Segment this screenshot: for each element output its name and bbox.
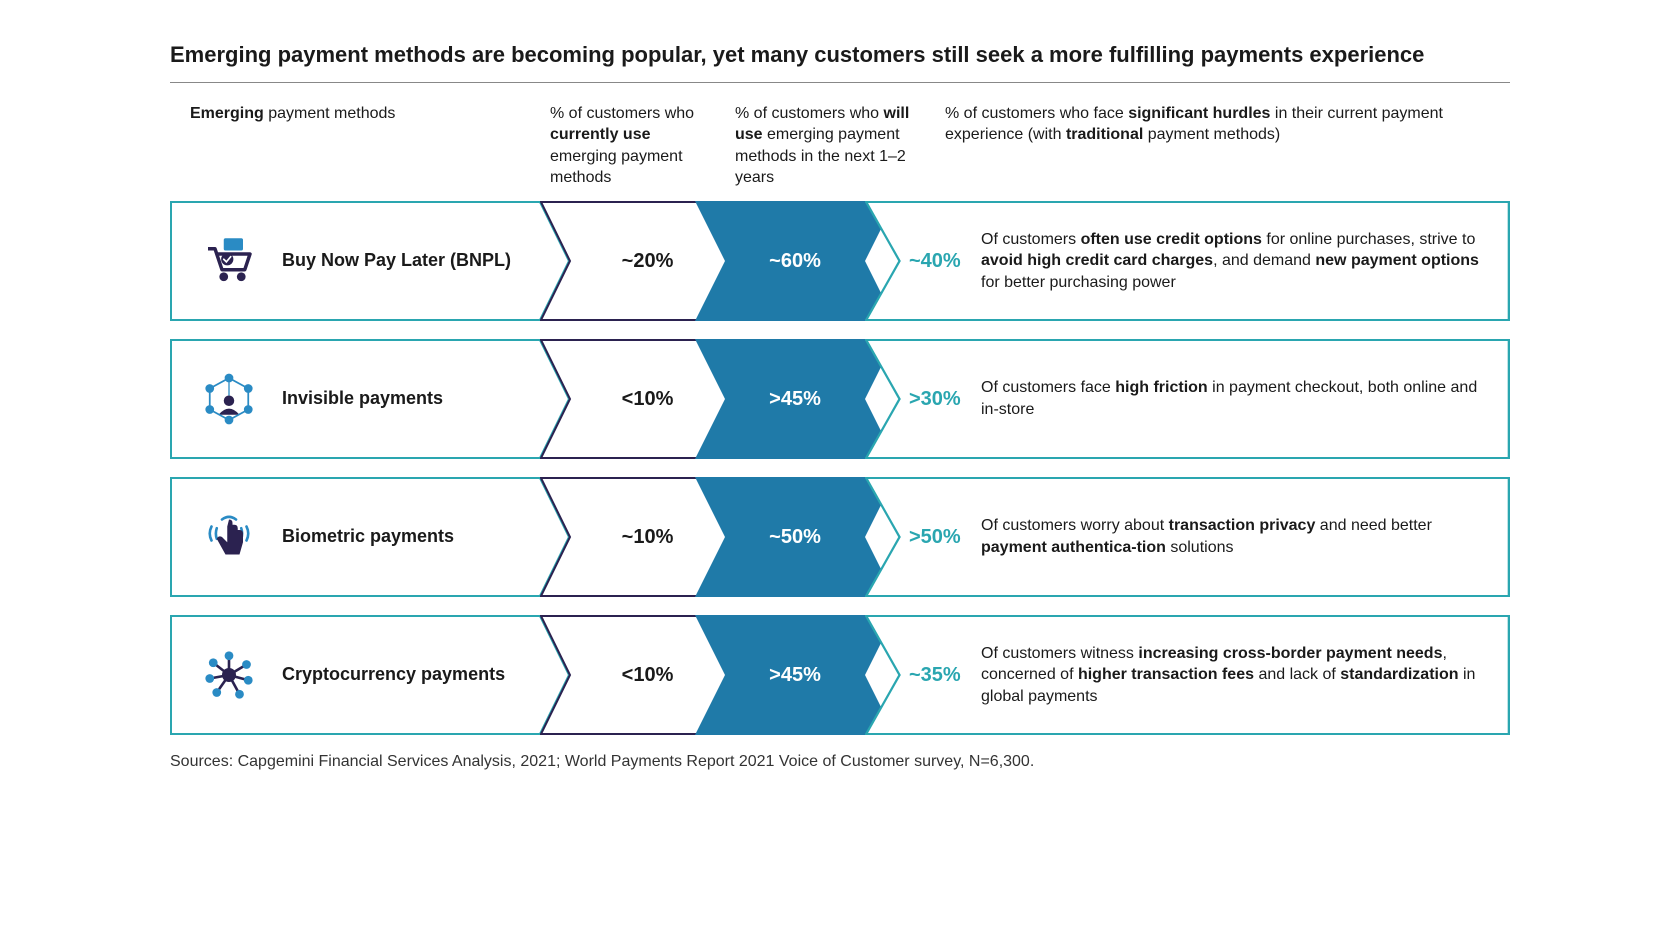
header-methods-bold: Emerging <box>190 105 264 122</box>
header-hurdles-bold1: significant hurdles <box>1128 105 1270 122</box>
hurdle-description: Of customers worry about transaction pri… <box>981 515 1488 558</box>
table-row: Biometric payments ~10% ~50% >50% Of cus… <box>170 477 1510 597</box>
cart-icon <box>194 231 264 291</box>
rows-container: Buy Now Pay Later (BNPL) ~20% ~60% ~40% … <box>170 201 1510 735</box>
hurdle-percent: ~40% <box>909 250 981 273</box>
hub-icon <box>194 645 264 705</box>
method-label: Invisible payments <box>282 387 443 410</box>
header-methods: Emerging payment methods <box>170 103 540 189</box>
header-current: % of customers who currently use emergin… <box>540 103 725 189</box>
method-cell: Biometric payments <box>170 477 570 597</box>
table-row: Invisible payments <10% >45% >30% Of cus… <box>170 339 1510 459</box>
hurdle-cell: ~35% Of customers witness increasing cro… <box>865 615 1510 735</box>
header-future: % of customers who will use emerging pay… <box>725 103 925 189</box>
header-current-pre: % of customers who <box>550 105 694 122</box>
method-cell: Invisible payments <box>170 339 570 459</box>
column-headers: Emerging payment methods % of customers … <box>170 103 1510 189</box>
table-row: Cryptocurrency payments <10% >45% ~35% O… <box>170 615 1510 735</box>
sources-text: Sources: Capgemini Financial Services An… <box>170 753 1510 771</box>
header-current-post: emerging payment methods <box>550 148 683 187</box>
header-methods-rest: payment methods <box>264 105 396 122</box>
page-title: Emerging payment methods are becoming po… <box>170 40 1510 83</box>
hurdle-description: Of customers often use credit options fo… <box>981 229 1488 294</box>
method-label: Biometric payments <box>282 525 454 548</box>
infographic-container: Emerging payment methods are becoming po… <box>170 40 1510 771</box>
header-hurdles-pre: % of customers who face <box>945 105 1128 122</box>
header-current-bold: currently use <box>550 126 650 143</box>
method-cell: Buy Now Pay Later (BNPL) <box>170 201 570 321</box>
touch-icon <box>194 507 264 567</box>
method-label: Buy Now Pay Later (BNPL) <box>282 249 511 272</box>
network-person-icon <box>194 369 264 429</box>
header-hurdles: % of customers who face significant hurd… <box>925 103 1510 189</box>
hurdle-description: Of customers witness increasing cross-bo… <box>981 643 1488 708</box>
header-future-pre: % of customers who <box>735 105 884 122</box>
hurdle-cell: ~40% Of customers often use credit optio… <box>865 201 1510 321</box>
hurdle-percent: ~35% <box>909 664 981 687</box>
hurdle-description: Of customers face high friction in payme… <box>981 377 1488 420</box>
header-hurdles-bold2: traditional <box>1066 126 1143 143</box>
hurdle-percent: >30% <box>909 388 981 411</box>
table-row: Buy Now Pay Later (BNPL) ~20% ~60% ~40% … <box>170 201 1510 321</box>
method-cell: Cryptocurrency payments <box>170 615 570 735</box>
method-label: Cryptocurrency payments <box>282 663 505 686</box>
hurdle-cell: >30% Of customers face high friction in … <box>865 339 1510 459</box>
hurdle-cell: >50% Of customers worry about transactio… <box>865 477 1510 597</box>
header-hurdles-post: payment methods) <box>1143 126 1280 143</box>
hurdle-percent: >50% <box>909 526 981 549</box>
